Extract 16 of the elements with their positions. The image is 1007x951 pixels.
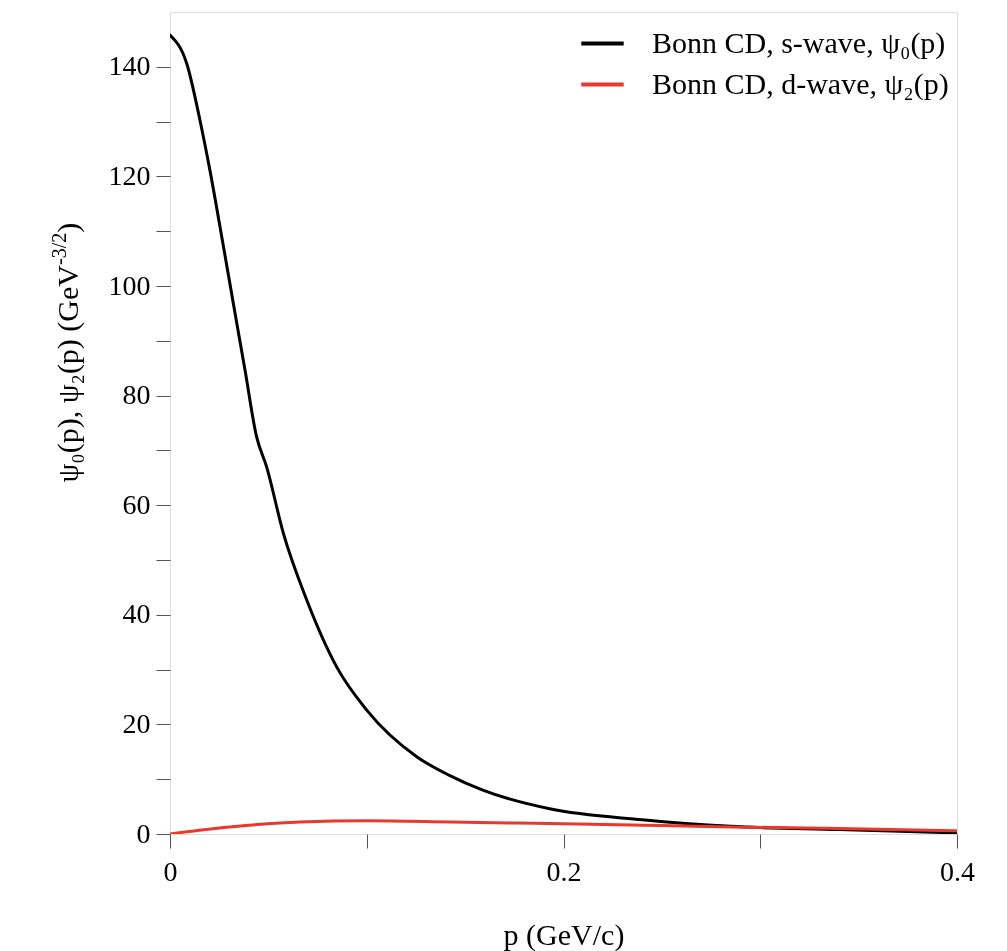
x-axis-title: p (GeV/c): [503, 917, 625, 951]
legend-label: Bonn CD, s-wave, ψ₀(p): [652, 25, 946, 60]
x-tick-label: 0: [163, 855, 178, 887]
y-tick-label: 60: [122, 488, 151, 520]
legend-label: Bonn CD, d-wave, ψ₂(p): [652, 66, 949, 101]
y-tick-label: 0: [136, 817, 151, 849]
line-series: [170, 819, 957, 834]
x-tick-label: 0.4: [940, 855, 975, 887]
y-tick-label: 20: [122, 707, 151, 739]
y-tick-label: 140: [108, 50, 151, 82]
x-tick-label: 0.2: [546, 855, 582, 887]
y-tick-label: 80: [122, 379, 151, 411]
y-tick-label: 100: [108, 269, 151, 301]
y-axis-title: ψ₀(p), ψ₂(p) (GeV-3/2): [48, 222, 85, 483]
y-tick-label: 120: [108, 159, 151, 191]
y-tick-label: 40: [122, 598, 151, 630]
